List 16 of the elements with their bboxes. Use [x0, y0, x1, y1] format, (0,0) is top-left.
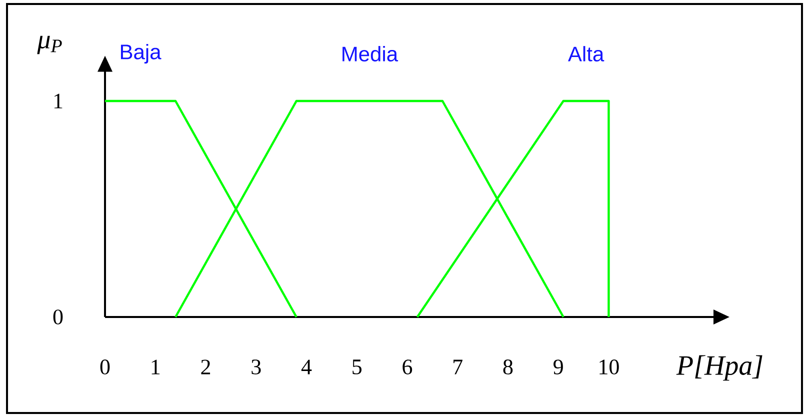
series-label: Baja	[120, 44, 162, 64]
series-label: Media	[342, 46, 398, 62]
x-tick-label: 5	[352, 360, 362, 374]
x-tick-label: 8	[503, 360, 513, 374]
x-tick-label: 2	[201, 360, 210, 374]
x-tick-label: 1	[152, 360, 160, 374]
y-axis-title: μ$_{P}$	[37, 36, 62, 54]
x-tick-label: 7	[454, 360, 462, 374]
x-tick-label: 6	[402, 360, 412, 374]
x-tick-label: 10	[600, 360, 619, 374]
series-label: Alta	[568, 46, 604, 62]
x-tick-label: 0	[100, 360, 110, 374]
x-axis-title: P[Hpa]	[676, 355, 762, 381]
x-tick-label: 3	[252, 360, 261, 374]
x-tick-label: 4	[301, 360, 312, 374]
x-tick-label: 9	[554, 360, 563, 374]
